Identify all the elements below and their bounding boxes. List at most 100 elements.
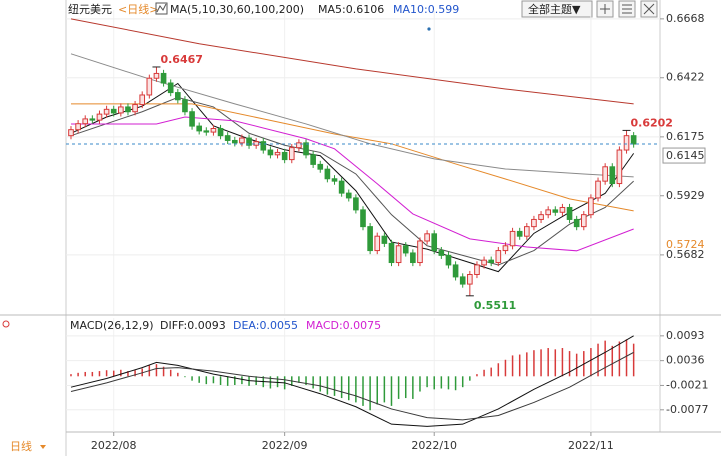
candle-body bbox=[196, 125, 203, 132]
ma5-label: MA5:0.6106 bbox=[318, 3, 384, 16]
candle-body bbox=[317, 163, 324, 170]
candle-body bbox=[481, 259, 487, 266]
y-tick-label: 0.0036 bbox=[666, 354, 705, 367]
candle-body bbox=[146, 77, 153, 96]
candle-body bbox=[288, 147, 295, 161]
candle-body bbox=[431, 233, 438, 252]
annotation: 0.5511 bbox=[474, 299, 516, 312]
ma-setting: MA(5,10,30,60,100,200) bbox=[170, 3, 304, 16]
candle-body bbox=[388, 242, 395, 264]
candle-body bbox=[523, 226, 530, 237]
candle-body bbox=[531, 218, 537, 228]
y-tick-label: 0.5929 bbox=[666, 189, 705, 202]
ma10-label: MA10:0.599 bbox=[393, 3, 459, 16]
candle-body bbox=[324, 168, 331, 180]
y-tick-label: -0.0021 bbox=[666, 378, 708, 391]
candle-body bbox=[203, 130, 210, 133]
annotation: 0.6202 bbox=[631, 116, 673, 129]
macd-legend: DEA:0.0055 bbox=[233, 319, 298, 332]
candle-body bbox=[630, 135, 637, 145]
candle-body bbox=[588, 197, 594, 216]
y-tick-label: 0.6422 bbox=[666, 71, 705, 84]
candle-body bbox=[281, 151, 288, 161]
candle-body bbox=[274, 151, 281, 156]
candle-body bbox=[573, 218, 580, 228]
candle-body bbox=[125, 106, 131, 113]
y-tick-label: 0.5682 bbox=[666, 248, 705, 261]
candle-body bbox=[139, 94, 146, 106]
last-price-label: 0.6145 bbox=[666, 149, 705, 162]
candle-body bbox=[110, 108, 117, 114]
theme-button-label: 全部主题▼ bbox=[528, 2, 581, 16]
candle-body bbox=[566, 206, 573, 220]
candle-body bbox=[260, 141, 267, 151]
candle-body bbox=[153, 72, 160, 79]
dropdown-arrow bbox=[40, 445, 46, 449]
theme-button[interactable] bbox=[521, 0, 593, 18]
icon-glyphs bbox=[600, 3, 655, 15]
period[interactable]: <日线> bbox=[118, 2, 158, 16]
macd-legend: DIFF:0.0093 bbox=[160, 319, 226, 332]
period-button[interactable]: 日线 bbox=[10, 439, 32, 453]
candle-body bbox=[303, 142, 309, 156]
candle-body bbox=[410, 252, 416, 264]
line bbox=[70, 335, 634, 427]
candle-body bbox=[381, 235, 388, 244]
candle-body bbox=[459, 276, 466, 285]
line bbox=[70, 351, 634, 421]
candle-body bbox=[96, 113, 103, 121]
last-price-box bbox=[662, 147, 706, 164]
candle-body bbox=[82, 118, 89, 125]
x-tick-label: 2022/11 bbox=[568, 439, 614, 452]
candle-body bbox=[602, 166, 608, 182]
macd-legend: MACD(26,12,9) bbox=[70, 319, 154, 332]
candle-body bbox=[160, 72, 167, 84]
candle-body bbox=[68, 129, 74, 137]
candle-body bbox=[502, 245, 509, 252]
candle-body bbox=[516, 230, 523, 237]
candle-body bbox=[495, 250, 502, 264]
candle-body bbox=[103, 108, 110, 115]
candle-body bbox=[338, 180, 345, 194]
candle-body bbox=[538, 214, 544, 220]
candle-body bbox=[360, 209, 366, 228]
candle-body bbox=[438, 250, 445, 256]
candle-body bbox=[267, 149, 274, 156]
candle-body bbox=[402, 245, 409, 254]
settings-icon[interactable] bbox=[2, 320, 10, 328]
candle-body bbox=[189, 111, 195, 127]
candle-body bbox=[445, 254, 452, 266]
candle-body bbox=[75, 123, 81, 131]
candle-body bbox=[310, 154, 316, 165]
candle-body bbox=[552, 209, 559, 213]
y-tick-label: -0.0077 bbox=[666, 403, 708, 416]
candle-body bbox=[395, 245, 402, 264]
candle-body bbox=[345, 192, 352, 199]
x-tick-label: 2022/10 bbox=[411, 439, 457, 452]
candle-body bbox=[89, 118, 96, 121]
candle-body bbox=[616, 149, 623, 185]
candle-body bbox=[474, 264, 480, 276]
candle-body bbox=[580, 214, 587, 228]
candle-body bbox=[452, 264, 459, 278]
y-tick-label: 0.0093 bbox=[666, 329, 705, 342]
candle-body bbox=[488, 259, 495, 264]
candle-body bbox=[132, 104, 138, 113]
candle-body bbox=[331, 178, 338, 182]
candle-body bbox=[424, 233, 430, 242]
line bbox=[70, 18, 634, 105]
candle-body bbox=[559, 206, 566, 213]
line bbox=[70, 96, 634, 266]
candle-body bbox=[467, 274, 473, 285]
candle-body bbox=[545, 209, 551, 216]
candle-body bbox=[182, 99, 188, 113]
x-tick-label: 2022/09 bbox=[262, 439, 308, 452]
ma-icon[interactable] bbox=[155, 2, 168, 15]
candle-body bbox=[253, 141, 259, 146]
candle-body bbox=[118, 106, 124, 114]
candle-body bbox=[246, 137, 252, 146]
annotation: 0.6467 bbox=[160, 53, 202, 66]
candle-body bbox=[623, 135, 630, 151]
